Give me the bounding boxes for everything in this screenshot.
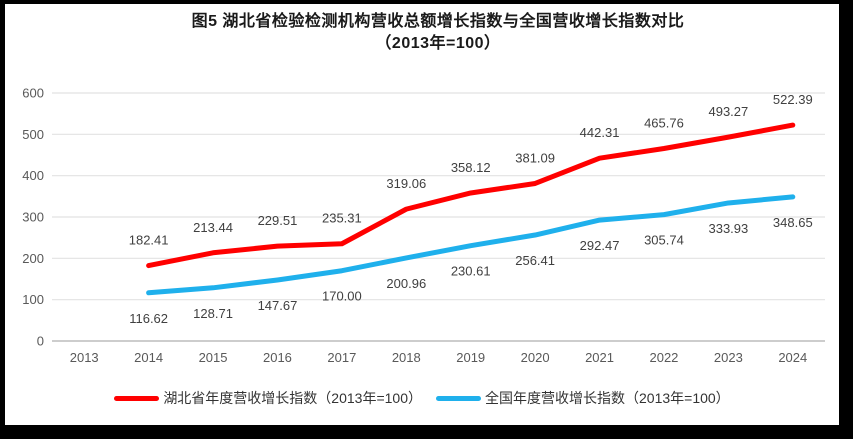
data-label-series-0: 182.41 <box>129 233 169 248</box>
legend-label: 全国年度营收增长指数（2013年=100） <box>485 390 730 406</box>
data-label-series-0: 522.39 <box>773 92 813 107</box>
legend-item-0: 湖北省年度营收增长指数（2013年=100） <box>114 388 422 408</box>
legend-label: 湖北省年度营收增长指数（2013年=100） <box>163 390 422 406</box>
y-axis-tick-label: 100 <box>22 292 44 307</box>
x-axis-tick-label: 2018 <box>392 350 421 365</box>
x-axis-tick-label: 2022 <box>649 350 678 365</box>
chart-canvas: 图5 湖北省检验检测机构营收总额增长指数与全国营收增长指数对比 （2013年=1… <box>5 4 839 425</box>
y-axis-tick-label: 300 <box>22 210 44 225</box>
legend-item-1: 全国年度营收增长指数（2013年=100） <box>436 388 730 408</box>
chart-title-block: 图5 湖北省检验检测机构营收总额增长指数与全国营收增长指数对比 （2013年=1… <box>51 11 825 55</box>
data-label-series-0: 358.12 <box>451 160 491 175</box>
x-axis-tick-label: 2019 <box>456 350 485 365</box>
y-axis-tick-label: 200 <box>22 251 44 266</box>
legend-swatch-icon <box>436 395 481 401</box>
y-axis-tick-label: 600 <box>22 86 44 101</box>
x-axis-tick-label: 2014 <box>134 350 163 365</box>
data-label-series-0: 229.51 <box>258 213 298 228</box>
legend-swatch-icon <box>114 395 160 401</box>
chart-subtitle: （2013年=100） <box>375 35 501 52</box>
y-axis-tick-label: 400 <box>22 168 44 183</box>
plot-area: 0 100 200 300 400 500 600 2013 2014 2015 2016 2017 2… <box>22 86 825 365</box>
data-label-series-1: 230.61 <box>451 264 491 279</box>
data-label-series-1: 305.74 <box>644 233 684 248</box>
data-label-series-1: 256.41 <box>515 253 555 268</box>
legend: 湖北省年度营收增长指数（2013年=100） 全国年度营收增长指数（2013年=1… <box>5 388 839 408</box>
x-axis-tick-label: 2015 <box>199 350 228 365</box>
y-axis-tick-label: 0 <box>37 334 44 349</box>
data-label-series-1: 170.00 <box>322 289 362 304</box>
data-label-series-0: 319.06 <box>386 176 426 191</box>
x-axis-tick-label: 2023 <box>714 350 743 365</box>
x-axis-tick-label: 2013 <box>70 350 99 365</box>
data-label-series-1: 292.47 <box>580 238 620 253</box>
series-line-0 <box>146 122 796 269</box>
data-label-series-1: 147.67 <box>258 298 298 313</box>
x-axis-tick-label: 2024 <box>778 350 807 365</box>
data-label-series-0: 465.76 <box>644 115 684 130</box>
data-label-series-1: 128.71 <box>193 306 233 321</box>
data-label-series-1: 348.65 <box>773 215 813 230</box>
data-label-series-0: 442.31 <box>580 125 620 140</box>
data-label-series-0: 493.27 <box>708 104 748 119</box>
series-line-1 <box>146 194 796 296</box>
x-axis-tick-label: 2020 <box>521 350 550 365</box>
chart-title: 图5 湖北省检验检测机构营收总额增长指数与全国营收增长指数对比 <box>191 13 685 30</box>
data-label-series-1: 333.93 <box>708 221 748 236</box>
data-label-series-0: 235.31 <box>322 211 362 226</box>
x-axis-tick-label: 2017 <box>327 350 356 365</box>
data-label-series-0: 381.09 <box>515 150 555 165</box>
y-axis-tick-label: 500 <box>22 127 44 142</box>
data-label-series-1: 200.96 <box>386 276 426 291</box>
x-axis-tick-label: 2021 <box>585 350 614 365</box>
x-axis-tick-label: 2016 <box>263 350 292 365</box>
data-label-series-1: 116.62 <box>129 311 168 326</box>
data-label-series-0: 213.44 <box>193 220 233 235</box>
